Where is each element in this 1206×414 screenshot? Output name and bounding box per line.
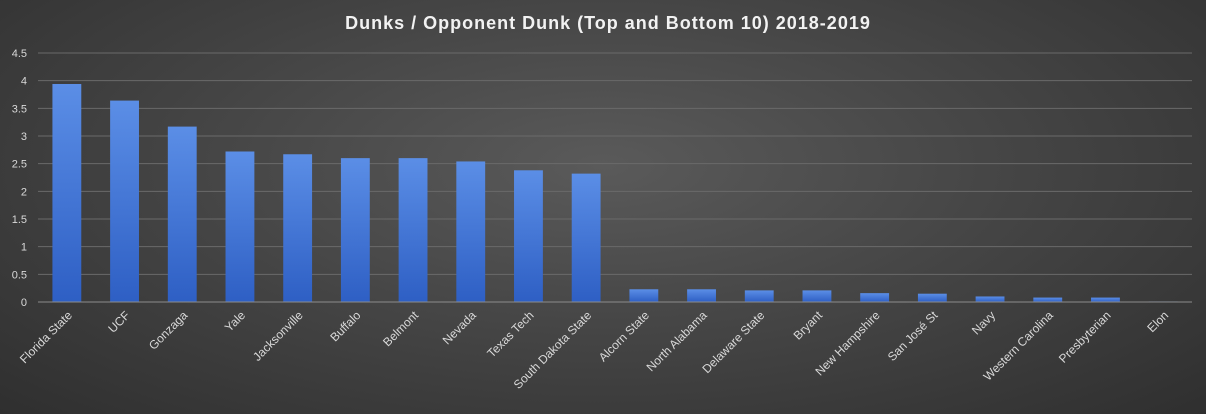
y-tick-label: 1: [21, 242, 27, 254]
bar: [629, 289, 659, 302]
y-tick-label: 1.5: [12, 214, 27, 226]
bar: [917, 293, 947, 302]
y-tick-label: 3: [21, 131, 27, 143]
x-tick-label: Alcorn State: [596, 308, 652, 364]
bar: [283, 154, 313, 302]
x-tick-label: Nevada: [440, 308, 479, 347]
x-tick-label: Presbyterian: [1056, 308, 1114, 366]
y-axis-ticks: 0 0.5 1 1.5 2 2.5 3 3.5 4 4.5: [12, 48, 27, 309]
bars: [52, 83, 1178, 303]
y-tick-label: 2: [21, 186, 27, 198]
bar: [744, 290, 774, 302]
bar: [398, 158, 428, 302]
x-tick-label: Belmont: [380, 308, 421, 349]
x-tick-label: UCF: [105, 308, 132, 335]
gridlines: [38, 52, 1192, 275]
chart-title: Dunks / Opponent Dunk (Top and Bottom 10…: [345, 13, 871, 33]
bar: [167, 126, 197, 303]
x-tick-label: Buffalo: [327, 308, 363, 344]
y-tick-label: 3.5: [12, 103, 27, 115]
bar: [860, 293, 890, 302]
bar: [975, 296, 1005, 302]
y-tick-label: 2.5: [12, 159, 27, 171]
bar: [456, 161, 486, 302]
bar: [687, 289, 716, 302]
x-tick-label: Jacksonville: [250, 308, 306, 364]
y-tick-label: 4.5: [12, 48, 27, 60]
bar: [110, 100, 139, 302]
x-tick-label: Gonzaga: [146, 308, 191, 353]
x-tick-label: Bryant: [791, 308, 826, 343]
y-tick-label: 0: [21, 297, 27, 309]
y-tick-label: 4: [21, 76, 27, 88]
x-tick-label: Yale: [222, 308, 248, 334]
x-tick-label: Florida State: [17, 308, 75, 366]
bar: [1091, 297, 1120, 302]
bar: [571, 173, 601, 302]
bar: [1033, 297, 1063, 302]
x-tick-label: Delaware State: [699, 308, 767, 376]
bar: [802, 290, 832, 302]
bar: [514, 170, 543, 302]
x-tick-label: San José St: [885, 308, 941, 364]
x-tick-label: North Alabama: [644, 308, 710, 374]
bar: [52, 83, 82, 302]
bar: [225, 151, 255, 302]
x-tick-label: Navy: [969, 308, 998, 337]
x-tick-label: Elon: [1144, 308, 1171, 335]
x-axis-ticks: Florida State UCF Gonzaga Yale Jacksonville B…: [17, 308, 1171, 392]
y-tick-label: 0.5: [12, 269, 27, 281]
bar: [340, 158, 370, 302]
x-tick-label: Texas Tech: [484, 308, 536, 360]
